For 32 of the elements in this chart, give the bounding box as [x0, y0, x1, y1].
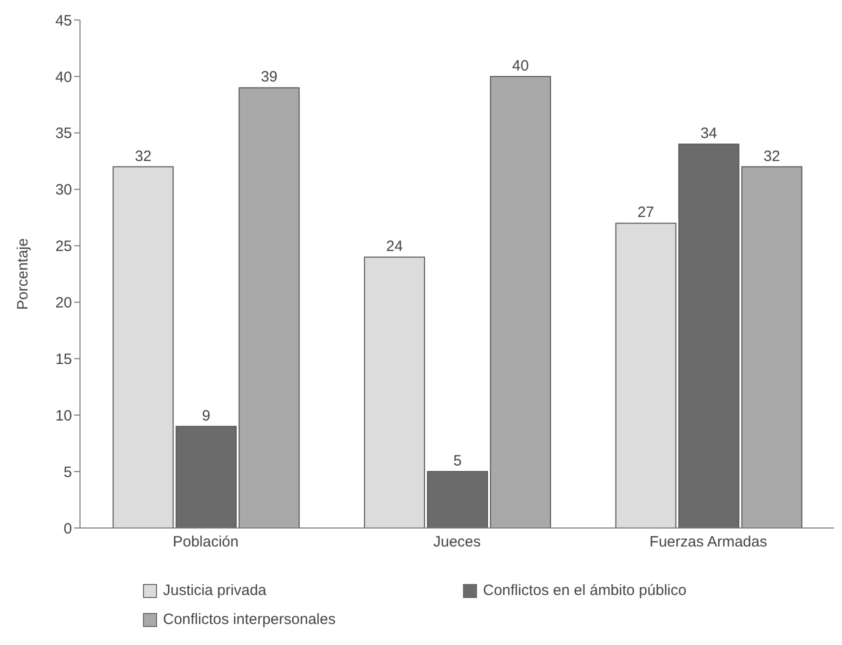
bar	[741, 166, 802, 528]
legend-label: Conflictos en el ámbito público	[483, 582, 686, 599]
y-tick-label: 10	[55, 407, 72, 424]
data-label: 40	[512, 57, 529, 74]
y-tick-label: 25	[55, 238, 72, 256]
y-axis-title: Porcentaje	[14, 238, 32, 310]
y-tick-label: 35	[55, 125, 72, 142]
data-label: 27	[637, 204, 654, 222]
y-tick-label: 20	[55, 294, 72, 312]
y-tick-label: 30	[55, 182, 72, 199]
data-label: 32	[763, 148, 780, 165]
x-tick-label: Población	[172, 534, 239, 551]
data-label: 32	[134, 148, 152, 165]
bar	[364, 256, 425, 528]
y-tick-label: 40	[55, 68, 72, 86]
data-label: 39	[260, 68, 278, 86]
data-label: 9	[202, 407, 210, 424]
data-label: 34	[700, 125, 718, 142]
data-label: 24	[386, 238, 403, 256]
y-tick-label: 5	[64, 464, 72, 481]
legend-label: Conflictos interpersonales	[163, 611, 336, 628]
y-tick-label: 0	[64, 520, 72, 538]
y-tick-label: 45	[55, 12, 72, 30]
x-tick-label: Fuerzas Armadas	[650, 534, 768, 551]
bar	[490, 76, 551, 528]
x-tick-label: Jueces	[433, 534, 481, 551]
legend-label: Justicia privada	[163, 582, 266, 599]
bar	[112, 166, 174, 528]
y-tick-label: 15	[55, 350, 72, 368]
bar	[238, 87, 300, 528]
bar	[615, 222, 676, 528]
data-label: 5	[453, 452, 462, 470]
